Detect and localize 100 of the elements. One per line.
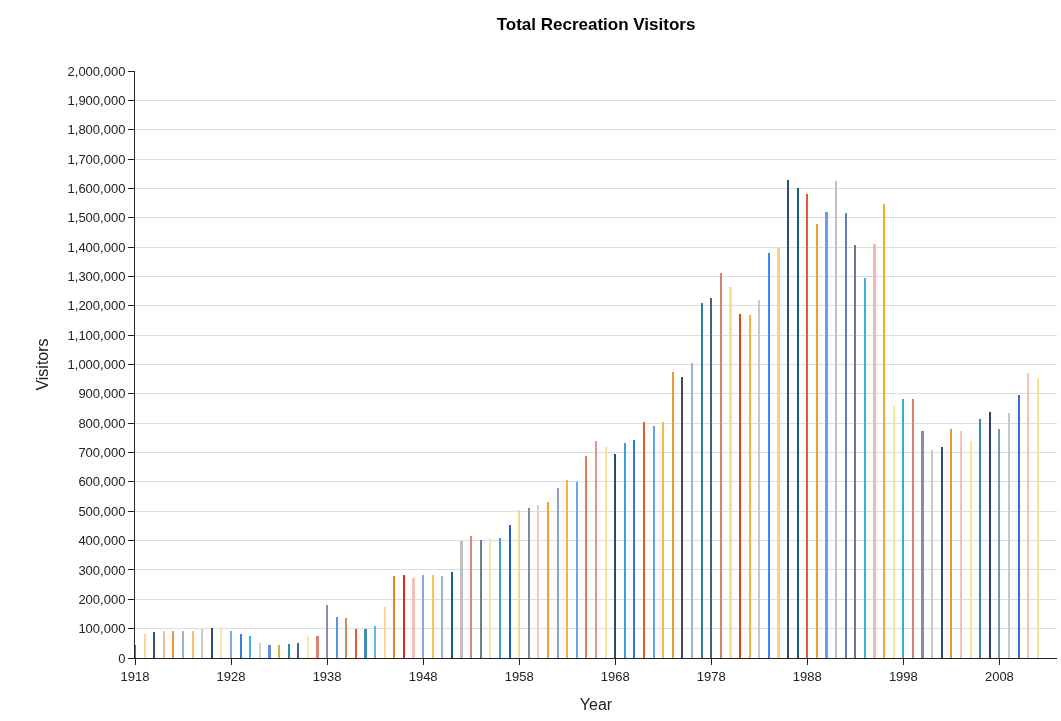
bar [979, 419, 981, 658]
x-tick-label: 2008 [984, 668, 1014, 684]
bar [825, 212, 828, 658]
x-tick-label: 1998 [888, 668, 918, 684]
bar [422, 575, 424, 658]
bar [499, 538, 501, 658]
bar [163, 631, 165, 658]
bar [585, 456, 587, 658]
bar [259, 643, 261, 658]
chart-title: Total Recreation Visitors [496, 14, 696, 34]
bar [201, 629, 203, 658]
bar [547, 502, 549, 658]
bar [509, 525, 511, 658]
bar [806, 194, 808, 658]
bar [605, 447, 607, 658]
bar [480, 540, 482, 658]
bar [998, 429, 1000, 658]
y-tick-label: 100,000 [78, 621, 126, 637]
bar [336, 617, 338, 658]
bar [441, 576, 443, 658]
y-tick-label: 200,000 [78, 591, 126, 607]
bar [624, 443, 626, 658]
bar [893, 406, 895, 658]
y-tick-label: 1,000,000 [67, 357, 126, 373]
bar [566, 480, 568, 658]
bar [557, 488, 559, 658]
x-tick-label: 1938 [312, 668, 342, 684]
x-tick-label: 1918 [120, 668, 150, 684]
bar [307, 636, 309, 658]
y-tick-label: 500,000 [78, 503, 126, 519]
bar [518, 510, 520, 658]
bar [729, 287, 732, 658]
bar [192, 631, 194, 658]
bar [758, 300, 760, 658]
bar [451, 572, 453, 658]
y-tick-label: 1,300,000 [67, 269, 126, 284]
bar [230, 631, 232, 658]
bar [672, 372, 674, 658]
bar [1027, 373, 1029, 658]
bar [643, 422, 645, 658]
y-tick-label: 1,500,000 [67, 210, 126, 226]
bar [528, 508, 530, 658]
bar [172, 631, 174, 658]
bar [653, 426, 655, 658]
bar [316, 636, 319, 658]
x-tick-label: 1978 [696, 668, 726, 684]
bar [403, 575, 405, 658]
bar [1018, 395, 1020, 658]
y-tick-label: 400,000 [78, 533, 126, 549]
bar [970, 441, 972, 658]
bar [691, 363, 693, 658]
x-tick-label: 1968 [600, 668, 630, 684]
bar [595, 441, 597, 658]
y-axis-title: Visitors [34, 338, 52, 391]
bar [950, 429, 952, 658]
bar [288, 644, 290, 658]
bar [614, 454, 616, 658]
bar [576, 482, 578, 658]
bar [681, 377, 683, 658]
bar [240, 634, 242, 658]
bar [701, 303, 703, 658]
bar [797, 188, 799, 658]
y-tick-label: 2,000,000 [67, 63, 126, 79]
bar [854, 245, 856, 658]
y-tick-label: 700,000 [78, 445, 126, 461]
bar [470, 536, 472, 658]
y-tick-label: 900,000 [78, 386, 126, 402]
bar [220, 627, 222, 658]
bar [211, 628, 213, 658]
bar [720, 273, 722, 658]
bar [182, 631, 184, 658]
bar [432, 575, 434, 658]
bar [249, 636, 251, 658]
y-tick-label: 1,600,000 [67, 180, 126, 196]
bar [662, 422, 664, 658]
bar [931, 450, 933, 658]
bar [739, 314, 741, 658]
y-tick-label: 0 [118, 650, 126, 666]
y-tick-label: 1,900,000 [67, 92, 126, 108]
bar [144, 634, 146, 658]
bar [355, 629, 357, 658]
bar [153, 632, 155, 658]
bar [921, 431, 924, 658]
x-tick-label: 1958 [504, 668, 534, 684]
y-tick-label: 300,000 [78, 562, 126, 578]
bar [374, 626, 376, 658]
bar [412, 578, 415, 658]
y-tick-label: 1,700,000 [67, 151, 126, 167]
x-axis-title: Year [579, 696, 613, 714]
bar [777, 248, 780, 658]
y-tick-label: 1,800,000 [67, 122, 126, 138]
bar [326, 605, 328, 658]
bar [749, 315, 751, 658]
y-tick-label: 1,200,000 [67, 298, 126, 314]
bar [912, 399, 914, 658]
bar [710, 298, 712, 658]
bar [845, 213, 847, 658]
bar [364, 629, 367, 658]
bar [1037, 378, 1039, 658]
bar [989, 412, 991, 658]
